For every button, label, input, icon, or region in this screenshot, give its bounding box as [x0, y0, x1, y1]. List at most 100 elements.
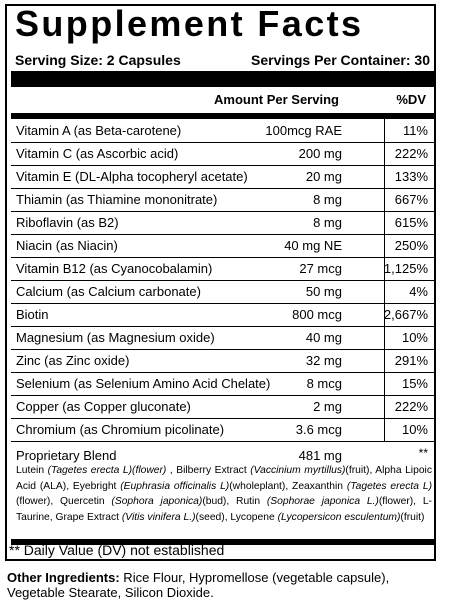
- nutrient-dv: 222%: [394, 146, 428, 161]
- nutrient-amount: 200 mg: [298, 146, 342, 161]
- botanical-name: (Tagetes erecta L): [346, 480, 432, 492]
- serving-size: Serving Size: 2 Capsules: [15, 52, 181, 68]
- nutrient-name: Vitamin E (DL-Alpha tocopheryl acetate): [16, 169, 248, 184]
- thick-divider-bottom: [11, 539, 434, 545]
- ingredient-text: (fruit), Alpha Lipoic Acid (ALA), Eyebri…: [16, 465, 432, 492]
- ingredient-text: Lutein: [16, 465, 48, 476]
- botanical-name: (Vitis vinifera L.): [121, 511, 196, 523]
- nutrient-row: Magnesium (as Magnesium oxide) 40 mg 10%: [11, 327, 434, 349]
- nutrient-name: Vitamin B12 (as Cyanocobalamin): [16, 261, 213, 276]
- nutrient-dv: 615%: [394, 215, 428, 230]
- row-divider: [11, 142, 434, 143]
- nutrient-dv: 2,667%: [383, 307, 428, 322]
- row-divider: [11, 188, 434, 189]
- nutrient-row: Riboflavin (as B2) 8 mg 615%: [11, 212, 434, 234]
- nutrient-dv: 1,125%: [383, 261, 428, 276]
- nutrient-dv: 10%: [401, 422, 428, 437]
- nutrient-amount: 50 mg: [305, 284, 342, 299]
- nutrient-amount: 40 mg: [305, 330, 342, 345]
- column-header: Amount Per Serving %DV: [11, 92, 434, 108]
- botanical-name: (Lycopersicon esculentum): [277, 511, 401, 523]
- nutrient-amount: 20 mg: [305, 169, 342, 184]
- row-divider: [11, 372, 434, 373]
- nutrient-amount: 8 mcg: [306, 376, 342, 391]
- blend-name: Proprietary Blend: [16, 448, 117, 463]
- row-divider: [11, 280, 434, 281]
- other-ingredients-label: Other Ingredients:: [7, 570, 120, 585]
- row-divider: [11, 211, 434, 212]
- nutrient-name: Chromium (as Chromium picolinate): [16, 422, 225, 437]
- nutrient-dv: 133%: [394, 169, 428, 184]
- nutrient-name: Niacin (as Niacin): [16, 238, 118, 253]
- nutrient-name: Biotin: [16, 307, 49, 322]
- nutrient-name: Copper (as Copper gluconate): [16, 399, 191, 414]
- row-divider: [11, 165, 434, 166]
- nutrient-amount: 3.6 mcg: [295, 422, 342, 437]
- blend-dv: **: [418, 446, 428, 460]
- thick-divider-header: [11, 113, 434, 119]
- nutrient-row: Niacin (as Niacin) 40 mg NE 250%: [11, 235, 434, 257]
- nutrient-row: Thiamin (as Thiamine mononitrate) 8 mg 667…: [11, 189, 434, 211]
- row-divider: [11, 326, 434, 327]
- proprietary-blend: Proprietary Blend 481 mg ** Lutein (Tage…: [11, 444, 434, 542]
- nutrient-dv: 291%: [394, 353, 428, 368]
- nutrient-name: Vitamin A (as Beta-carotene): [16, 123, 182, 138]
- nutrient-name: Thiamin (as Thiamine mononitrate): [16, 192, 218, 207]
- nutrient-amount: 800 mcg: [292, 307, 342, 322]
- nutrient-row: Biotin 800 mcg 2,667%: [11, 304, 434, 326]
- row-divider: [11, 234, 434, 235]
- nutrient-name: Selenium (as Selenium Amino Acid Chelate…: [16, 376, 271, 391]
- nutrient-name: Vitamin C (as Ascorbic acid): [16, 146, 179, 161]
- nutrient-dv: 10%: [401, 330, 428, 345]
- ingredient-text: (seed), Lycopene: [195, 511, 278, 523]
- row-divider: [11, 441, 434, 442]
- ingredient-text: (bud), Rutin: [202, 496, 267, 507]
- nutrient-dv: 222%: [394, 399, 428, 414]
- daily-value-footnote: ** Daily Value (DV) not established: [9, 542, 225, 558]
- ingredient-text: (fruit): [400, 511, 425, 523]
- nutrient-amount: 32 mg: [305, 353, 342, 368]
- blend-amount: 481 mg: [298, 448, 342, 463]
- row-divider: [11, 418, 434, 419]
- nutrient-amount: 27 mcg: [299, 261, 342, 276]
- nutrient-amount: 40 mg NE: [284, 238, 342, 253]
- nutrient-row: Vitamin E (DL-Alpha tocopheryl acetate) 2…: [11, 166, 434, 188]
- servings-per-container: Servings Per Container: 30: [251, 52, 430, 68]
- nutrient-amount: 8 mg: [313, 215, 342, 230]
- nutrient-name: Magnesium (as Magnesium oxide): [16, 330, 215, 345]
- botanical-name: (Tagetes erecta L)(flower): [47, 465, 167, 476]
- row-divider: [11, 395, 434, 396]
- nutrient-dv: 15%: [401, 376, 428, 391]
- nutrient-amount: 8 mg: [313, 192, 342, 207]
- serving-info: Serving Size: 2 Capsules Servings Per Co…: [15, 52, 430, 68]
- row-divider: [11, 349, 434, 350]
- ingredient-text: (flower), L-Taurine, Grape Extract: [16, 496, 432, 523]
- botanical-name: (Vaccinium myrtillus): [250, 465, 346, 476]
- nutrient-dv: 667%: [394, 192, 428, 207]
- botanical-name: (Euphrasia officinalis L): [120, 480, 230, 492]
- nutrient-row: Vitamin A (as Beta-carotene) 100mcg RAE 11…: [11, 120, 434, 142]
- ingredient-text: , Bilberry Extract: [166, 465, 251, 476]
- botanical-name: (Sophorae japonica L.): [266, 496, 379, 507]
- nutrient-dv: 250%: [394, 238, 428, 253]
- thick-divider-top: [11, 71, 434, 87]
- dv-header: %DV: [396, 92, 426, 107]
- nutrient-amount: 2 mg: [313, 399, 342, 414]
- nutrient-row: Zinc (as Zinc oxide) 32 mg 291%: [11, 350, 434, 372]
- supplement-facts-panel: Supplement Facts Serving Size: 2 Capsule…: [5, 3, 436, 561]
- dv-column-separator: [384, 119, 385, 442]
- other-ingredients: Other Ingredients: Rice Flour, Hypromell…: [7, 570, 445, 600]
- nutrient-dv: 4%: [409, 284, 428, 299]
- ingredient-text: (wholeplant), Zeaxanthin: [229, 480, 347, 492]
- nutrient-amount: 100mcg RAE: [265, 123, 342, 138]
- panel-title: Supplement Facts: [15, 3, 364, 44]
- nutrient-row: Chromium (as Chromium picolinate) 3.6 mcg…: [11, 419, 434, 441]
- row-divider: [11, 303, 434, 304]
- nutrient-name: Zinc (as Zinc oxide): [16, 353, 130, 368]
- nutrient-name: Calcium (as Calcium carbonate): [16, 284, 201, 299]
- ingredient-text: (flower), Quercetin: [16, 496, 112, 507]
- nutrient-dv: 11%: [402, 123, 428, 138]
- botanical-name: (Sophora japonica): [111, 496, 203, 507]
- amount-per-serving-header: Amount Per Serving: [214, 92, 339, 107]
- nutrient-row: Copper (as Copper gluconate) 2 mg 222%: [11, 396, 434, 418]
